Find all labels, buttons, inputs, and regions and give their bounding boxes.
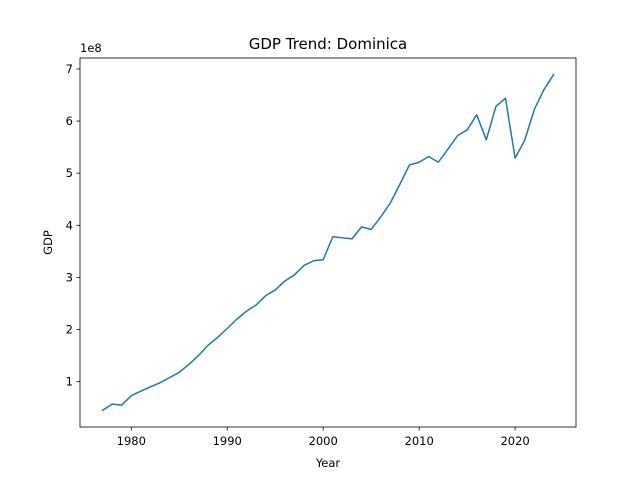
data-point-2015 xyxy=(465,128,469,132)
data-point-2016 xyxy=(475,113,479,117)
data-point-2017 xyxy=(484,138,488,142)
y-axis-offset-label: 1e8 xyxy=(80,41,102,55)
x-tick-label: 1990 xyxy=(213,434,242,448)
data-point-2021 xyxy=(523,138,527,142)
data-point-1993 xyxy=(254,303,258,307)
data-point-1981 xyxy=(139,389,143,393)
data-point-2009 xyxy=(408,163,412,167)
data-point-2011 xyxy=(427,155,431,159)
data-point-2007 xyxy=(388,201,392,205)
x-tick-label: 2020 xyxy=(500,434,529,448)
series-line xyxy=(101,73,555,412)
data-point-1979 xyxy=(120,403,124,407)
data-point-2014 xyxy=(456,134,460,138)
data-point-1995 xyxy=(273,288,277,292)
data-point-2001 xyxy=(331,235,335,239)
data-point-2000 xyxy=(321,258,325,262)
y-tick-label: 7 xyxy=(66,62,73,76)
data-point-1998 xyxy=(302,263,306,267)
data-point-1987 xyxy=(196,354,200,358)
y-tick-label: 3 xyxy=(66,270,73,284)
y-tick-label: 1 xyxy=(66,375,73,389)
data-point-2018 xyxy=(494,104,498,108)
x-tick-label: 2010 xyxy=(405,434,434,448)
x-tick-label: 2000 xyxy=(309,434,338,448)
chart-title: GDP Trend: Dominica xyxy=(249,35,407,53)
data-point-2019 xyxy=(503,96,507,100)
data-point-1994 xyxy=(264,294,268,298)
y-tick-label: 6 xyxy=(66,114,73,128)
data-point-1983 xyxy=(158,381,162,385)
data-point-1982 xyxy=(149,385,153,389)
axes-frame xyxy=(79,57,577,428)
data-point-1978 xyxy=(110,402,114,406)
data-point-1992 xyxy=(244,309,248,313)
data-point-1977 xyxy=(101,408,105,412)
data-point-2022 xyxy=(532,108,536,112)
data-point-2008 xyxy=(398,182,402,186)
data-point-1984 xyxy=(168,375,172,379)
y-axis-ticks: 1 2 3 4 5 6 7 xyxy=(66,62,80,389)
data-point-1985 xyxy=(177,370,181,374)
data-point-1986 xyxy=(187,362,191,366)
data-point-1996 xyxy=(283,279,287,283)
data-point-2005 xyxy=(369,227,373,231)
data-point-1980 xyxy=(129,394,133,398)
data-point-2006 xyxy=(379,215,383,219)
x-axis-label: Year xyxy=(315,456,341,470)
data-point-2023 xyxy=(542,88,546,92)
data-point-2010 xyxy=(417,160,421,164)
y-axis-label: GDP xyxy=(41,230,55,255)
data-point-2024 xyxy=(551,73,555,77)
y-tick-label: 5 xyxy=(66,166,73,180)
data-point-1999 xyxy=(312,259,316,263)
data-point-2002 xyxy=(340,236,344,240)
data-point-1989 xyxy=(216,335,220,339)
data-point-2012 xyxy=(436,160,440,164)
data-point-1990 xyxy=(225,327,229,331)
data-point-2013 xyxy=(446,147,450,151)
x-axis-ticks: 1980 1990 2000 2010 2020 xyxy=(117,427,530,448)
data-point-2004 xyxy=(360,225,364,229)
data-point-2020 xyxy=(513,156,517,160)
data-point-1988 xyxy=(206,343,210,347)
data-point-2003 xyxy=(350,237,354,241)
y-tick-label: 2 xyxy=(66,323,73,337)
y-tick-label: 4 xyxy=(66,218,73,232)
data-point-1997 xyxy=(292,273,296,277)
x-tick-label: 1980 xyxy=(117,434,146,448)
plot-area xyxy=(79,57,577,428)
data-point-1991 xyxy=(235,317,239,321)
